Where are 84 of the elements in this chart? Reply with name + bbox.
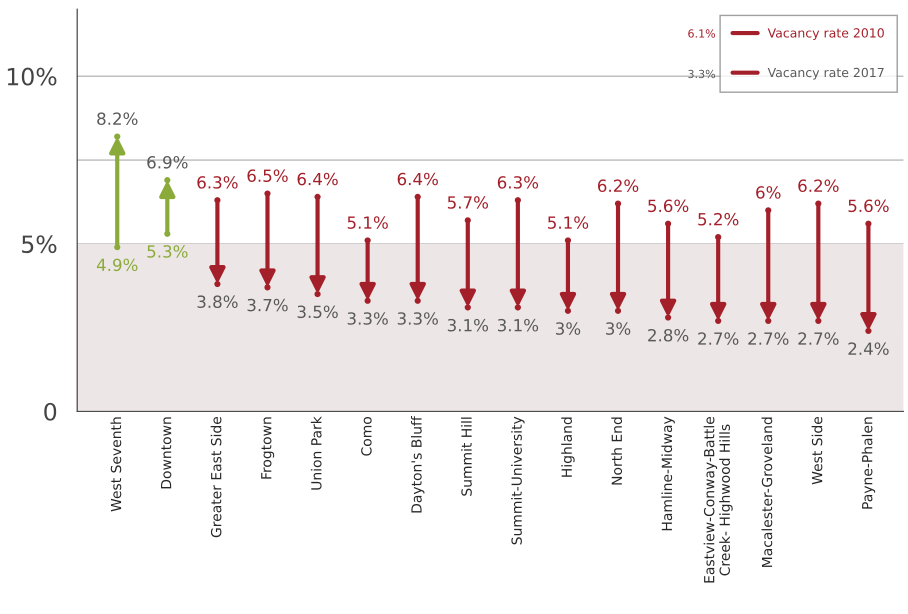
point [765, 207, 772, 214]
data-label: 8.2% [97, 112, 138, 125]
x-tick-label: Macalester-Groveland [762, 418, 772, 567]
x-tick-label: Summit-University [511, 416, 525, 544]
x-tick-label: Hamline-Midway [661, 416, 675, 530]
x-tick-label: Highland [561, 418, 575, 477]
x-tick-label: Summit Hill [461, 418, 472, 496]
point [564, 308, 572, 314]
data-label: 6% [756, 186, 781, 199]
point [314, 290, 321, 298]
data-label: 2.7% [798, 332, 839, 345]
data-label: 2.8% [648, 328, 688, 342]
data-label: 2.7% [698, 332, 738, 345]
point [865, 328, 872, 334]
x-tick-label: Greater East Side [210, 416, 222, 538]
annotation: 3.3% [688, 70, 716, 78]
point [514, 304, 521, 311]
x-tick-label: Dayton's Bluff [410, 416, 424, 512]
point [664, 220, 672, 227]
data-label: 3.7% [248, 298, 288, 312]
x-tick-label: Union Park [310, 416, 322, 490]
point [865, 220, 872, 227]
x-tick-label: North End [611, 418, 622, 485]
point [614, 200, 622, 207]
data-label: 5.6% [848, 200, 889, 212]
data-label: 5.3% [147, 245, 188, 258]
x-tick-label: Eastview-Conway-Battle Creek- Highwood Hills [704, 416, 733, 583]
legend-label: Vacancy rate 2017 [768, 68, 884, 80]
point [364, 298, 371, 304]
data-label: 6.4% [398, 172, 438, 186]
point [264, 284, 271, 290]
x-tick-label: Downtown [161, 417, 172, 488]
point [264, 190, 271, 197]
data-label: 5.6% [648, 200, 688, 212]
x-tick-label: West Seventh [110, 417, 122, 512]
point [214, 280, 220, 288]
point [414, 194, 421, 200]
data-label: 3.1% [498, 318, 538, 332]
point [765, 318, 772, 324]
data-label: 3.8% [197, 295, 238, 308]
point [364, 237, 371, 244]
data-label: 3.3% [348, 312, 388, 325]
data-label: 6.5% [247, 169, 288, 182]
point [815, 200, 822, 207]
data-label: 6.2% [598, 179, 638, 192]
data-label: 6.2% [798, 179, 839, 192]
data-label: 6.3% [197, 176, 238, 189]
point [164, 177, 170, 184]
x-tick-label: Payne-Phalen [862, 417, 876, 509]
point [664, 314, 672, 321]
point [614, 308, 622, 314]
point [114, 133, 120, 140]
y-tick-label: 0 [44, 402, 56, 421]
point [114, 244, 120, 250]
point [414, 298, 421, 304]
data-label: 6.4% [298, 172, 338, 186]
data-label: 2.7% [748, 332, 788, 345]
data-label: 3% [606, 322, 630, 335]
data-label: 2.4% [848, 342, 889, 355]
y-tick-label: 5% [22, 235, 56, 254]
data-label: 3% [556, 322, 580, 335]
point [464, 304, 471, 311]
data-label: 5.2% [698, 212, 738, 226]
point [815, 318, 822, 324]
point [314, 194, 321, 200]
x-tick-label: Frogtown [261, 417, 274, 479]
data-label: 5.7% [448, 196, 488, 209]
point [715, 318, 722, 324]
annotation: 6.1% [688, 29, 716, 38]
data-label: 3.1% [448, 318, 488, 332]
point [564, 237, 572, 244]
data-label: 5.1% [348, 216, 388, 229]
x-tick-label: West Side [812, 416, 822, 484]
data-label: 3.3% [398, 312, 438, 325]
legend-label: Vacancy rate 2010 [768, 28, 884, 40]
data-label: 5.1% [548, 216, 588, 229]
point [164, 230, 170, 237]
data-label: 3.5% [298, 305, 338, 318]
data-label: 6.3% [498, 176, 538, 189]
point [464, 217, 471, 224]
data-label: 4.9% [96, 258, 138, 272]
data-label: 6.9% [147, 156, 188, 169]
x-tick-label: Como [361, 417, 372, 456]
y-tick-label: 10% [8, 68, 56, 86]
